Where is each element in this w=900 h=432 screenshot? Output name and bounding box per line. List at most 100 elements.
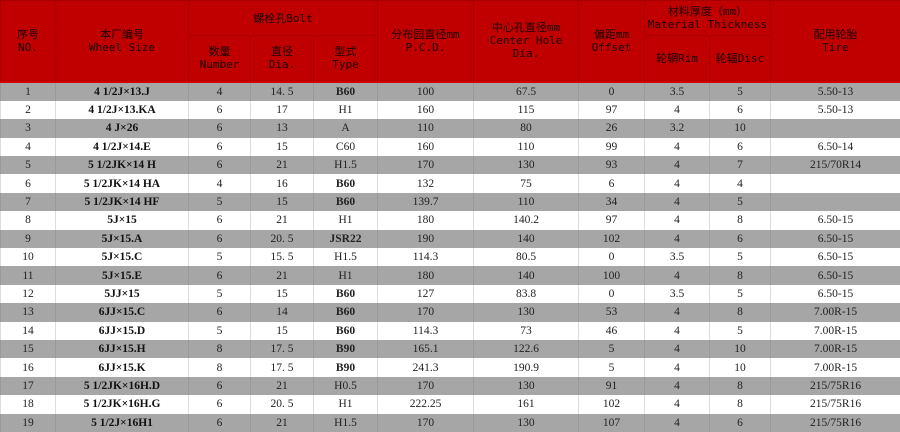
- cell-no: 12: [1, 285, 56, 303]
- cell-offset: 107: [579, 414, 645, 432]
- cell-bolt-type: H1.5: [314, 414, 378, 432]
- cell-disc: 8: [710, 211, 771, 229]
- header-bolt-number-en: Number: [189, 58, 250, 71]
- cell-pcd: 190: [378, 230, 474, 248]
- cell-bolt-type: B60: [314, 82, 378, 101]
- cell-disc: 8: [710, 395, 771, 413]
- cell-disc: 8: [710, 266, 771, 284]
- cell-no: 1: [1, 82, 56, 101]
- cell-no: 9: [1, 230, 56, 248]
- cell-rim: 4: [645, 377, 710, 395]
- cell-pcd: 114.3: [378, 248, 474, 266]
- header-bolt-number-cn: 数量: [189, 45, 250, 58]
- cell-bolt-type: B60: [314, 285, 378, 303]
- cell-center-hole: 161: [474, 395, 579, 413]
- cell-offset: 53: [579, 303, 645, 321]
- cell-pcd: 180: [378, 266, 474, 284]
- cell-disc: 10: [710, 340, 771, 358]
- cell-no: 10: [1, 248, 56, 266]
- cell-wheel-size: 4 1/2J×14.E: [56, 138, 189, 156]
- cell-no: 16: [1, 358, 56, 376]
- cell-center-hole: 140: [474, 266, 579, 284]
- cell-bolt-dia: 21: [251, 377, 314, 395]
- cell-center-hole: 110: [474, 193, 579, 211]
- cell-tire: 215/75R16: [771, 414, 900, 432]
- header-bolt-type-en: Type: [314, 58, 377, 71]
- cell-no: 3: [1, 119, 56, 137]
- cell-bolt-type: B60: [314, 322, 378, 340]
- cell-no: 8: [1, 211, 56, 229]
- cell-bolt-number: 6: [189, 414, 251, 432]
- cell-pcd: 127: [378, 285, 474, 303]
- cell-offset: 0: [579, 248, 645, 266]
- cell-tire: 5.50-13: [771, 82, 900, 101]
- cell-bolt-type: C60: [314, 138, 378, 156]
- cell-pcd: 132: [378, 174, 474, 192]
- cell-bolt-number: 5: [189, 285, 251, 303]
- cell-offset: 5: [579, 358, 645, 376]
- header-bolt-dia-cn: 直径: [251, 45, 313, 58]
- cell-offset: 97: [579, 211, 645, 229]
- cell-rim: 4: [645, 340, 710, 358]
- header-disc: 轮辐Disc: [710, 36, 771, 82]
- cell-wheel-size: 6JJ×15.D: [56, 322, 189, 340]
- cell-bolt-type: H1: [314, 266, 378, 284]
- cell-tire: [771, 193, 900, 211]
- cell-bolt-type: H0.5: [314, 377, 378, 395]
- cell-bolt-dia: 15: [251, 138, 314, 156]
- cell-offset: 102: [579, 395, 645, 413]
- cell-disc: 6: [710, 138, 771, 156]
- cell-rim: 4: [645, 266, 710, 284]
- cell-rim: 4: [645, 174, 710, 192]
- cell-bolt-dia: 15. 5: [251, 248, 314, 266]
- header-thickness-cn: 材料厚度（mm）: [645, 5, 770, 18]
- cell-bolt-dia: 21: [251, 266, 314, 284]
- cell-disc: 7: [710, 156, 771, 174]
- cell-center-hole: 130: [474, 156, 579, 174]
- cell-pcd: 100: [378, 82, 474, 101]
- cell-wheel-size: 5 1/2JK×16H.G: [56, 395, 189, 413]
- cell-pcd: 170: [378, 414, 474, 432]
- cell-no: 2: [1, 101, 56, 119]
- cell-rim: 4: [645, 230, 710, 248]
- cell-no: 5: [1, 156, 56, 174]
- cell-bolt-dia: 21: [251, 156, 314, 174]
- cell-tire: 7.00R-15: [771, 340, 900, 358]
- cell-tire: 215/75R16: [771, 377, 900, 395]
- cell-bolt-number: 5: [189, 248, 251, 266]
- cell-wheel-size: 5J×15: [56, 211, 189, 229]
- cell-wheel-size: 5 1/2J×16H1: [56, 414, 189, 432]
- cell-wheel-size: 5 1/2JK×14 HA: [56, 174, 189, 192]
- cell-offset: 5: [579, 340, 645, 358]
- cell-disc: 5: [710, 82, 771, 101]
- cell-bolt-number: 4: [189, 82, 251, 101]
- cell-tire: 7.00R-15: [771, 358, 900, 376]
- cell-disc: 8: [710, 303, 771, 321]
- cell-center-hole: 130: [474, 414, 579, 432]
- cell-wheel-size: 5 1/2JK×14 H: [56, 156, 189, 174]
- cell-no: 17: [1, 377, 56, 395]
- cell-center-hole: 190.9: [474, 358, 579, 376]
- cell-rim: 4: [645, 395, 710, 413]
- header-no-cn: 序号: [1, 28, 55, 41]
- cell-offset: 100: [579, 266, 645, 284]
- cell-tire: 6.50-15: [771, 285, 900, 303]
- cell-bolt-number: 4: [189, 174, 251, 192]
- cell-no: 13: [1, 303, 56, 321]
- cell-center-hole: 130: [474, 303, 579, 321]
- cell-center-hole: 122.6: [474, 340, 579, 358]
- cell-bolt-dia: 14: [251, 303, 314, 321]
- cell-disc: 6: [710, 414, 771, 432]
- header-no-en: NO.: [1, 41, 55, 54]
